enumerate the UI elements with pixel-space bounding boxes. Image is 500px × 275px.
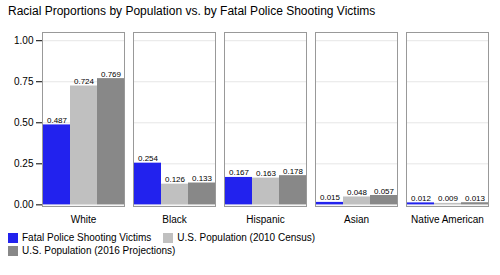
svg-text:0.133: 0.133 <box>192 174 213 183</box>
svg-text:Asian: Asian <box>344 214 369 225</box>
svg-text:1.00: 1.00 <box>14 35 34 46</box>
svg-text:0.769: 0.769 <box>101 70 122 79</box>
svg-text:0.057: 0.057 <box>374 187 395 196</box>
svg-text:0.75: 0.75 <box>14 76 34 87</box>
svg-text:0.254: 0.254 <box>138 154 159 163</box>
svg-text:Native American: Native American <box>411 214 484 225</box>
svg-text:0.167: 0.167 <box>229 168 250 177</box>
svg-text:0.724: 0.724 <box>74 77 95 86</box>
svg-text:0.25: 0.25 <box>14 158 34 169</box>
svg-text:Hispanic: Hispanic <box>246 214 284 225</box>
svg-text:0.012: 0.012 <box>411 194 432 203</box>
svg-text:0.015: 0.015 <box>320 193 341 202</box>
html-text:Fatal Police Shooting Victims: Fatal Police Shooting Victims <box>22 232 152 243</box>
svg-text:0.178: 0.178 <box>283 167 304 176</box>
svg-text:0.048: 0.048 <box>347 188 368 197</box>
html-text:U.S. Population (2016 Projecti: U.S. Population (2016 Projections) <box>22 245 176 256</box>
html-text:U.S. Population (2010 Census): U.S. Population (2010 Census) <box>177 232 316 243</box>
svg-text:0.163: 0.163 <box>256 169 277 178</box>
html-text:Racial Proportions by Populati: Racial Proportions by Population vs. by … <box>8 4 376 18</box>
svg-text:0.009: 0.009 <box>438 194 459 203</box>
svg-text:0.00: 0.00 <box>14 199 34 210</box>
svg-text:0.126: 0.126 <box>165 175 186 184</box>
svg-text:0.50: 0.50 <box>14 117 34 128</box>
svg-text:Black: Black <box>162 214 187 225</box>
svg-text:White: White <box>71 214 97 225</box>
svg-text:0.487: 0.487 <box>47 116 68 125</box>
svg-text:0.013: 0.013 <box>465 194 486 203</box>
